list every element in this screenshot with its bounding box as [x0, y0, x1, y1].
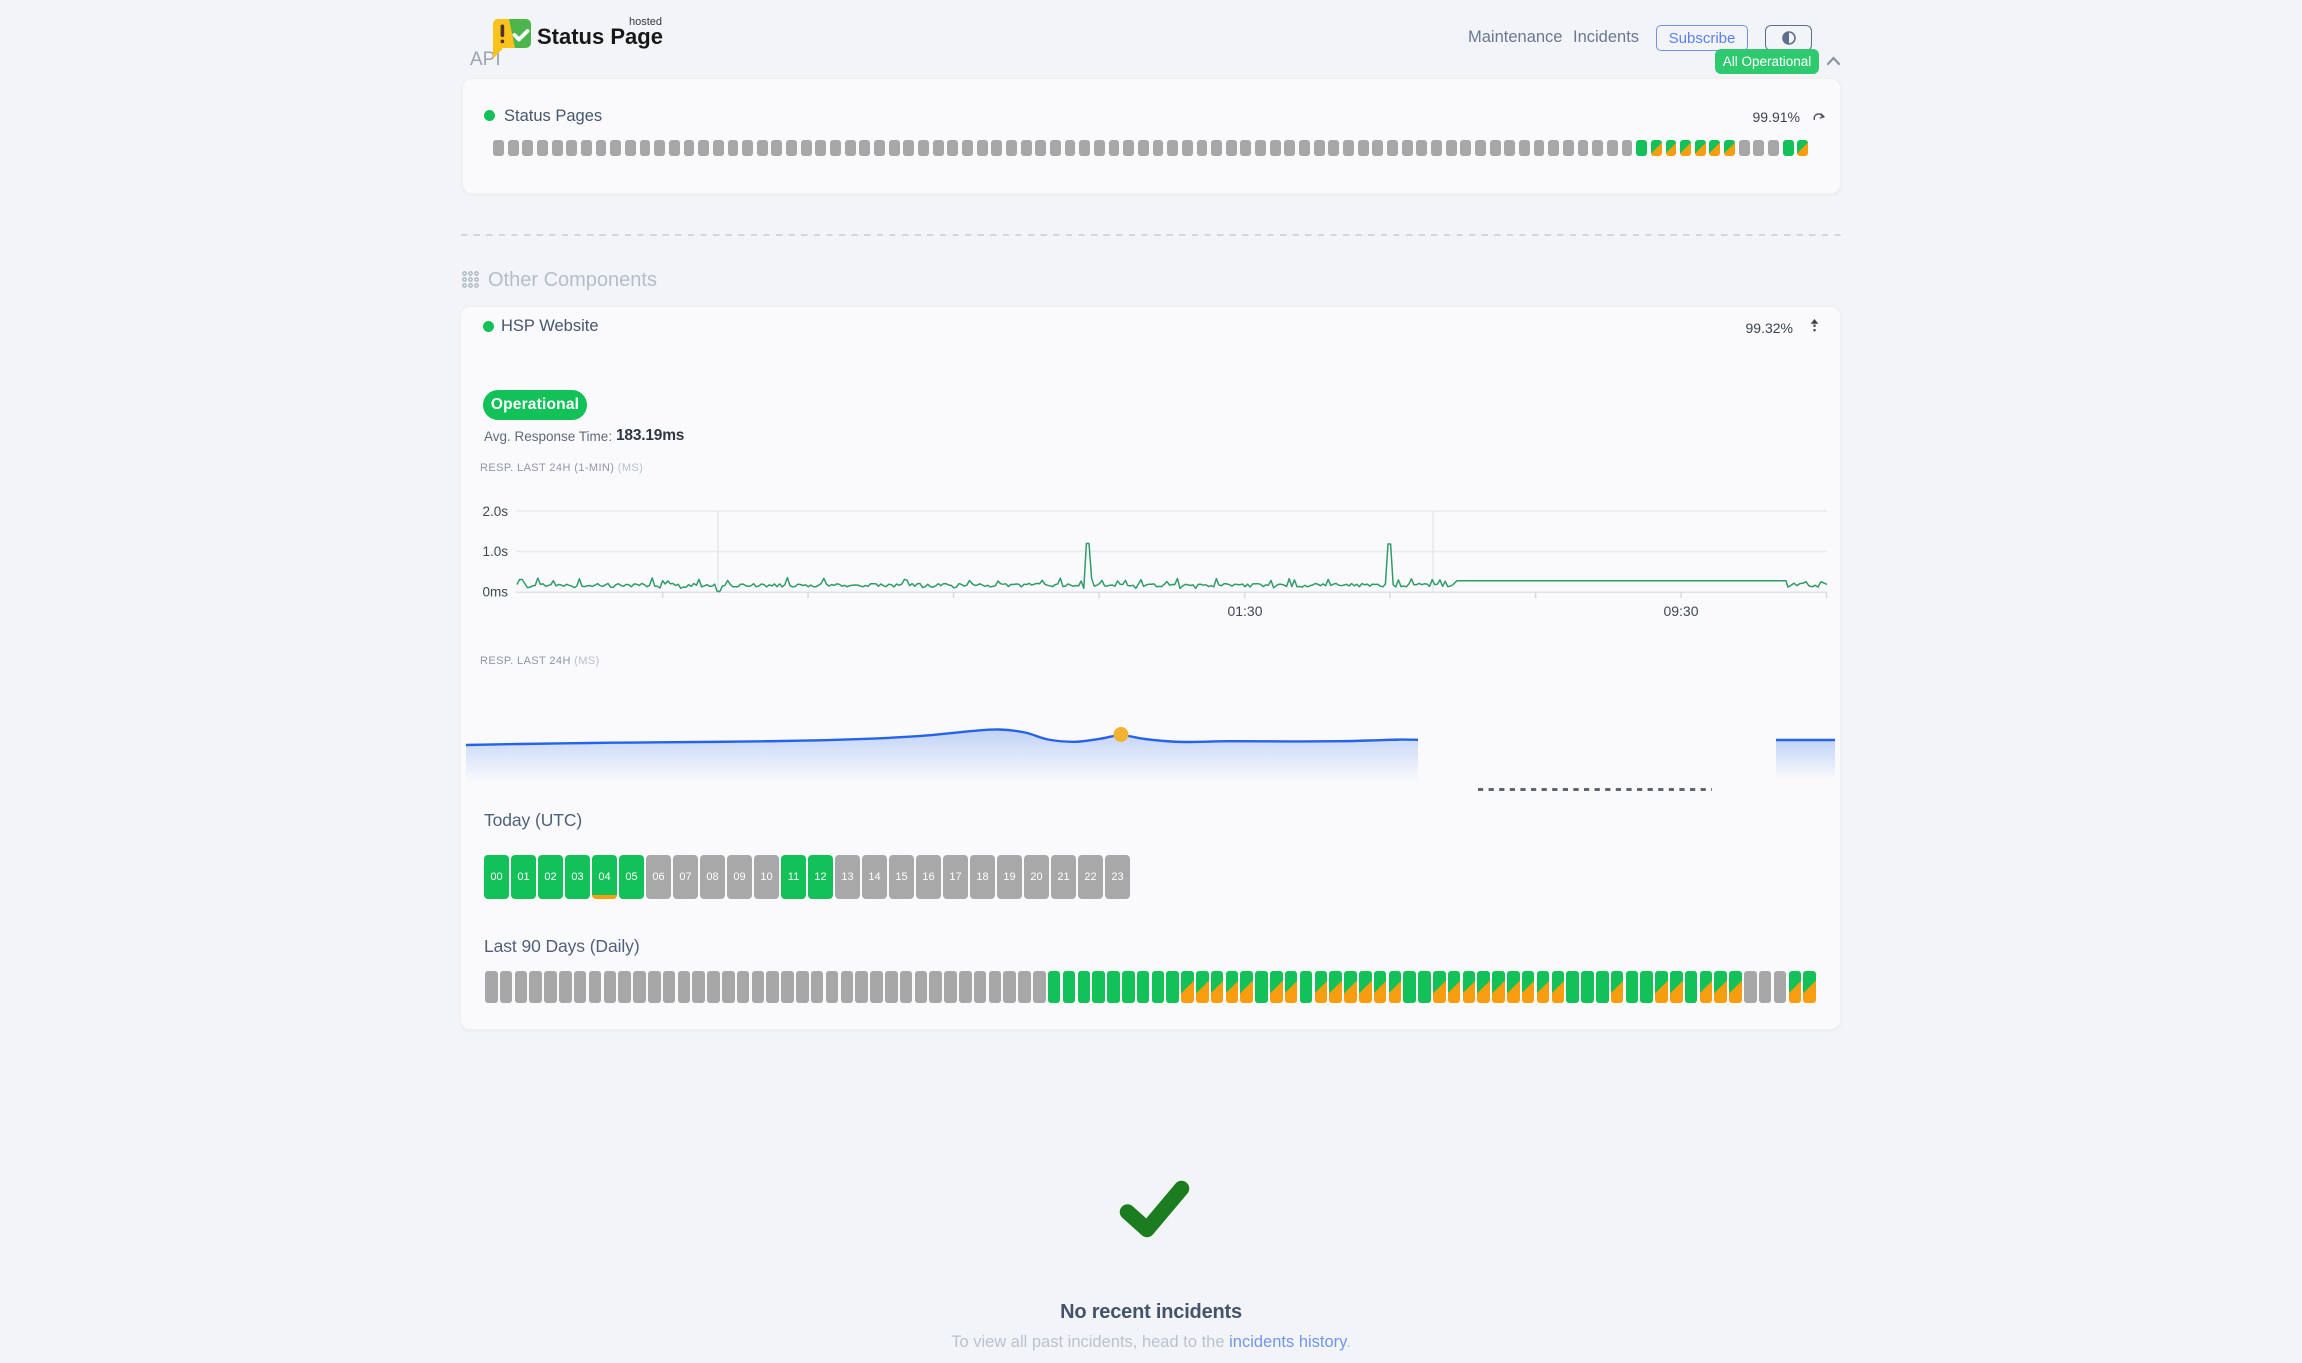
svg-text:1.0s: 1.0s	[482, 544, 508, 559]
svg-text:0ms: 0ms	[482, 585, 508, 600]
svg-text:01:30: 01:30	[1227, 603, 1262, 619]
svg-text:09:30: 09:30	[1663, 603, 1698, 619]
svg-text:2.0s: 2.0s	[482, 504, 508, 519]
